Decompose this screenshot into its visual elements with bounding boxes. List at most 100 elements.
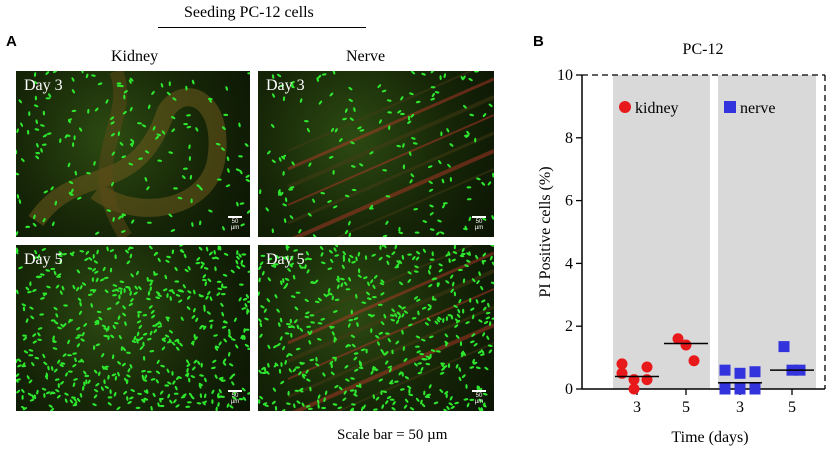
cell	[429, 258, 435, 261]
cell	[16, 149, 18, 155]
cell	[71, 142, 75, 147]
cell	[332, 71, 336, 75]
x-tick-label: 3	[633, 399, 641, 416]
cell	[271, 400, 276, 405]
cell	[103, 276, 109, 280]
cell	[107, 335, 110, 340]
cell	[230, 338, 236, 341]
cell	[75, 336, 80, 339]
cell	[148, 279, 154, 282]
cell	[285, 245, 290, 249]
cell	[55, 284, 60, 289]
cell	[127, 400, 132, 405]
cell	[342, 397, 347, 402]
column-label-kidney: Kidney	[111, 48, 159, 65]
cell	[453, 245, 457, 250]
cell	[125, 286, 130, 289]
cell	[468, 216, 472, 222]
cell	[276, 308, 280, 313]
cell	[267, 344, 271, 350]
cell	[397, 110, 402, 114]
cell	[177, 339, 180, 344]
cell	[122, 347, 126, 352]
cell	[370, 370, 374, 375]
data-point-kidney	[680, 339, 692, 351]
cell	[424, 322, 429, 326]
cell	[247, 72, 250, 75]
cell	[22, 306, 26, 312]
cell	[94, 270, 99, 274]
cell	[491, 215, 494, 220]
cell	[73, 378, 78, 381]
cell	[286, 402, 291, 405]
cell	[416, 350, 421, 354]
cell	[39, 313, 45, 316]
cell	[288, 368, 292, 373]
cell	[207, 291, 211, 296]
cell	[235, 344, 239, 349]
cell	[172, 380, 176, 385]
cell	[247, 270, 250, 273]
cell	[345, 378, 350, 382]
cell	[116, 84, 122, 87]
cell	[180, 316, 184, 321]
cell	[304, 264, 307, 269]
cell	[347, 323, 351, 328]
cell	[125, 249, 129, 254]
x-axis-label: Time (days)	[671, 429, 748, 446]
cell	[223, 320, 228, 324]
cell	[402, 346, 406, 351]
cell	[259, 333, 263, 338]
cell	[228, 351, 231, 357]
cell	[301, 373, 307, 377]
cell	[391, 407, 396, 411]
x-tick-label: 5	[788, 399, 796, 416]
cell	[292, 368, 297, 373]
cell	[334, 298, 340, 301]
cell	[378, 119, 382, 124]
cell	[258, 399, 261, 404]
cell	[390, 318, 395, 322]
cell	[425, 362, 431, 366]
cell	[208, 319, 214, 323]
cell	[146, 370, 152, 373]
cell	[199, 393, 203, 398]
cell	[60, 381, 64, 385]
cell	[82, 385, 85, 391]
cell	[175, 376, 180, 380]
cell	[236, 201, 239, 207]
cell	[238, 155, 243, 158]
cell	[321, 406, 326, 410]
cell	[29, 398, 35, 402]
cell	[79, 250, 85, 253]
cell	[348, 257, 351, 263]
cell	[292, 274, 296, 280]
cell	[407, 385, 412, 389]
cell	[476, 177, 481, 181]
cell	[289, 318, 292, 324]
cell	[126, 379, 129, 385]
cell	[384, 351, 389, 355]
cell	[402, 143, 405, 148]
cell	[159, 404, 165, 408]
cell	[324, 390, 328, 396]
cell	[21, 395, 24, 400]
y-tick-label: 4	[565, 255, 573, 272]
cell	[416, 298, 421, 302]
cell	[290, 325, 296, 329]
cell	[427, 270, 431, 275]
cell	[44, 375, 49, 380]
cell	[308, 162, 312, 167]
cell	[350, 141, 355, 145]
cell	[356, 322, 359, 327]
cell	[81, 71, 84, 74]
cell	[46, 132, 52, 135]
cell	[55, 389, 60, 393]
cell	[168, 338, 172, 343]
cell	[191, 79, 195, 85]
cell	[319, 246, 324, 251]
cell	[236, 250, 239, 255]
cell	[425, 355, 431, 359]
cell	[298, 264, 303, 269]
cell	[33, 104, 39, 108]
